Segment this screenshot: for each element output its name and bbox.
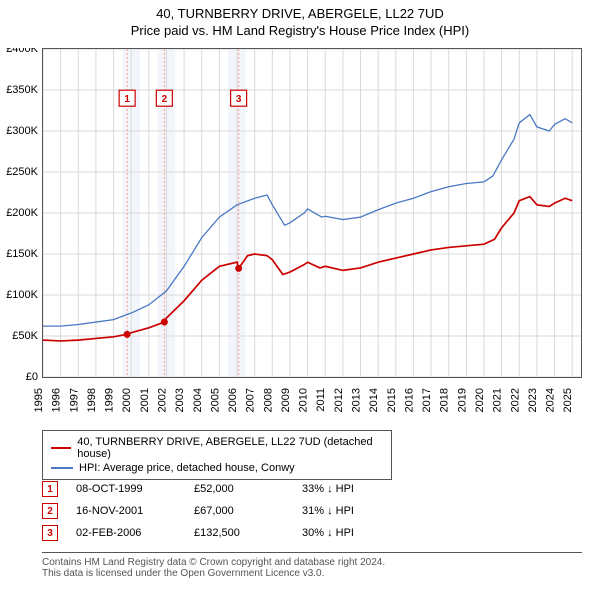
svg-text:2017: 2017	[421, 388, 433, 412]
svg-text:2001: 2001	[139, 388, 151, 412]
svg-text:2012: 2012	[333, 388, 345, 412]
svg-text:2022: 2022	[509, 388, 521, 412]
svg-text:2011: 2011	[315, 388, 327, 412]
svg-text:£150K: £150K	[6, 248, 38, 260]
chart-svg: 1 2 3	[43, 49, 581, 377]
legend-item-1: 40, TURNBERRY DRIVE, ABERGELE, LL22 7UD …	[51, 435, 383, 461]
chart-plot-area: 1 2 3	[42, 48, 582, 378]
event-row: 3 02-FEB-2006 £132,500 30% ↓ HPI	[42, 522, 354, 544]
svg-text:2013: 2013	[351, 388, 363, 412]
svg-text:£350K: £350K	[6, 84, 38, 96]
footer-line2: This data is licensed under the Open Gov…	[42, 568, 582, 579]
event-table: 1 08-OCT-1999 £52,000 33% ↓ HPI 2 16-NOV-2001…	[42, 478, 354, 544]
figure: 40, TURNBERRY DRIVE, ABERGELE, LL22 7UD …	[0, 0, 600, 590]
svg-text:2008: 2008	[262, 388, 274, 412]
legend-swatch-1	[51, 447, 71, 449]
svg-text:2004: 2004	[192, 388, 204, 412]
event-delta: 30% ↓ HPI	[302, 527, 354, 539]
event-date: 16-NOV-2001	[76, 505, 176, 517]
title-line1: 40, TURNBERRY DRIVE, ABERGELE, LL22 7UD	[0, 6, 600, 23]
svg-text:2005: 2005	[209, 388, 221, 412]
svg-text:2025: 2025	[562, 388, 574, 412]
event-delta: 31% ↓ HPI	[302, 505, 354, 517]
legend-item-2: HPI: Average price, detached house, Conw…	[51, 461, 383, 475]
svg-text:£50K: £50K	[12, 330, 38, 342]
svg-text:1998: 1998	[86, 388, 98, 412]
svg-text:2020: 2020	[474, 388, 486, 412]
event-price: £132,500	[194, 527, 284, 539]
event-price: £52,000	[194, 483, 284, 495]
event-num-box: 2	[42, 503, 58, 519]
svg-text:£400K: £400K	[6, 48, 38, 55]
footer: Contains HM Land Registry data © Crown c…	[42, 552, 582, 579]
legend: 40, TURNBERRY DRIVE, ABERGELE, LL22 7UD …	[42, 430, 392, 480]
event-date: 02-FEB-2006	[76, 527, 176, 539]
svg-text:2010: 2010	[298, 388, 310, 412]
svg-text:2000: 2000	[121, 388, 133, 412]
svg-text:1996: 1996	[51, 388, 63, 412]
svg-text:£300K: £300K	[6, 125, 38, 137]
legend-swatch-2	[51, 467, 73, 469]
event-price: £67,000	[194, 505, 284, 517]
svg-text:2009: 2009	[280, 388, 292, 412]
svg-text:2015: 2015	[386, 388, 398, 412]
title-line2: Price paid vs. HM Land Registry's House …	[0, 23, 600, 40]
svg-text:2021: 2021	[492, 388, 504, 412]
svg-text:1995: 1995	[33, 388, 45, 412]
svg-text:1997: 1997	[68, 388, 80, 412]
svg-text:3: 3	[236, 94, 242, 105]
legend-label-1: 40, TURNBERRY DRIVE, ABERGELE, LL22 7UD …	[77, 436, 383, 460]
svg-text:£250K: £250K	[6, 166, 38, 178]
event-num-box: 3	[42, 525, 58, 541]
event-row: 1 08-OCT-1999 £52,000 33% ↓ HPI	[42, 478, 354, 500]
svg-text:2006: 2006	[227, 388, 239, 412]
svg-text:2024: 2024	[545, 388, 557, 412]
event-date: 08-OCT-1999	[76, 483, 176, 495]
svg-text:2007: 2007	[245, 388, 257, 412]
svg-text:2: 2	[162, 94, 168, 105]
event-num-box: 1	[42, 481, 58, 497]
svg-text:2003: 2003	[174, 388, 186, 412]
svg-text:1: 1	[124, 94, 130, 105]
svg-text:2023: 2023	[527, 388, 539, 412]
svg-text:2016: 2016	[403, 388, 415, 412]
y-axis-labels: £0£50K£100K£150K£200K£250K£300K£350K£400…	[0, 48, 42, 428]
svg-text:2018: 2018	[439, 388, 451, 412]
svg-text:£200K: £200K	[6, 207, 38, 219]
svg-text:2014: 2014	[368, 388, 380, 412]
event-delta: 33% ↓ HPI	[302, 483, 354, 495]
svg-text:£100K: £100K	[6, 289, 38, 301]
svg-text:2019: 2019	[456, 388, 468, 412]
event-row: 2 16-NOV-2001 £67,000 31% ↓ HPI	[42, 500, 354, 522]
x-axis-labels: 1995 1996 1997 1998 1999 2000 2001 2002 2003 2004…	[0, 378, 600, 428]
chart-title: 40, TURNBERRY DRIVE, ABERGELE, LL22 7UD …	[0, 0, 600, 40]
svg-text:1999: 1999	[104, 388, 116, 412]
svg-text:2002: 2002	[156, 388, 168, 412]
footer-line1: Contains HM Land Registry data © Crown c…	[42, 557, 582, 568]
legend-label-2: HPI: Average price, detached house, Conw…	[79, 462, 295, 474]
